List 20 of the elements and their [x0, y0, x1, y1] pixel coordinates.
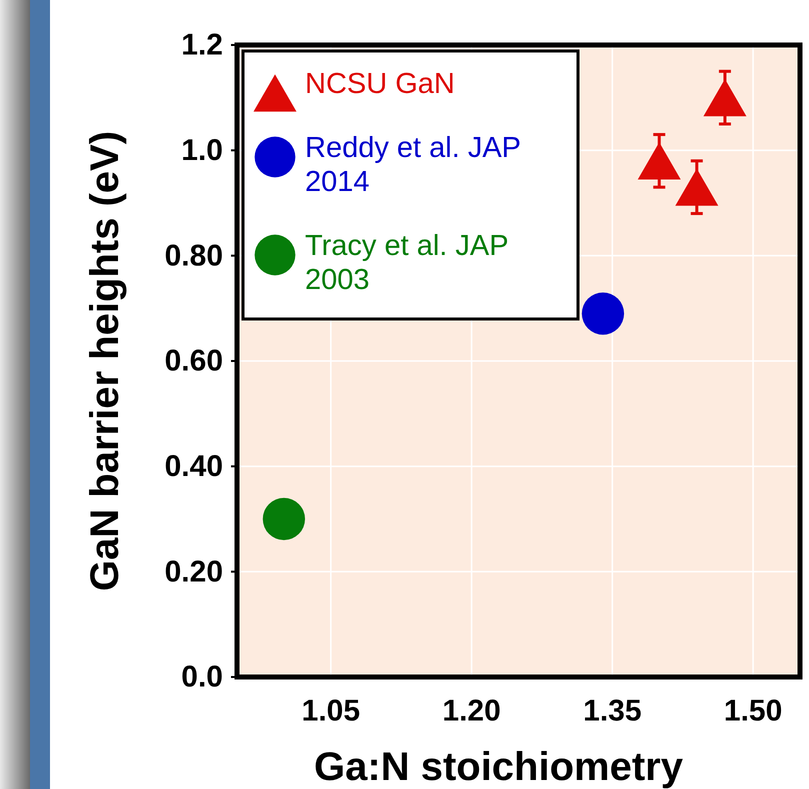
- x-tick-label: 1.50: [724, 694, 782, 728]
- y-tick-label: 0.80: [164, 239, 223, 272]
- legend-label: Reddy et al. JAP 2014: [305, 132, 521, 198]
- point: [675, 168, 718, 206]
- x-tick-label: 1.35: [583, 694, 642, 728]
- x-axis-title: Ga:N stoichiometry: [314, 745, 684, 789]
- legend-label: NCSU GaN: [305, 68, 455, 100]
- point: [703, 79, 746, 116]
- y-tick-label: 1.0: [181, 134, 223, 167]
- y-axis-title: GaN barrier heights (eV): [83, 130, 127, 592]
- legend-label: Tracy et al. JAP 2003: [305, 230, 509, 296]
- y-tick-label: 0.40: [164, 450, 223, 483]
- x-tick-label: 1.20: [442, 694, 501, 728]
- y-tick-label: 1.2: [181, 28, 223, 62]
- point: [582, 292, 624, 335]
- y-tick-label: 0.0: [181, 660, 223, 694]
- y-tick-label: 0.20: [164, 555, 223, 588]
- x-tick-label: 1.05: [302, 694, 360, 728]
- y-tick-label: 0.60: [164, 344, 223, 378]
- point: [262, 498, 306, 540]
